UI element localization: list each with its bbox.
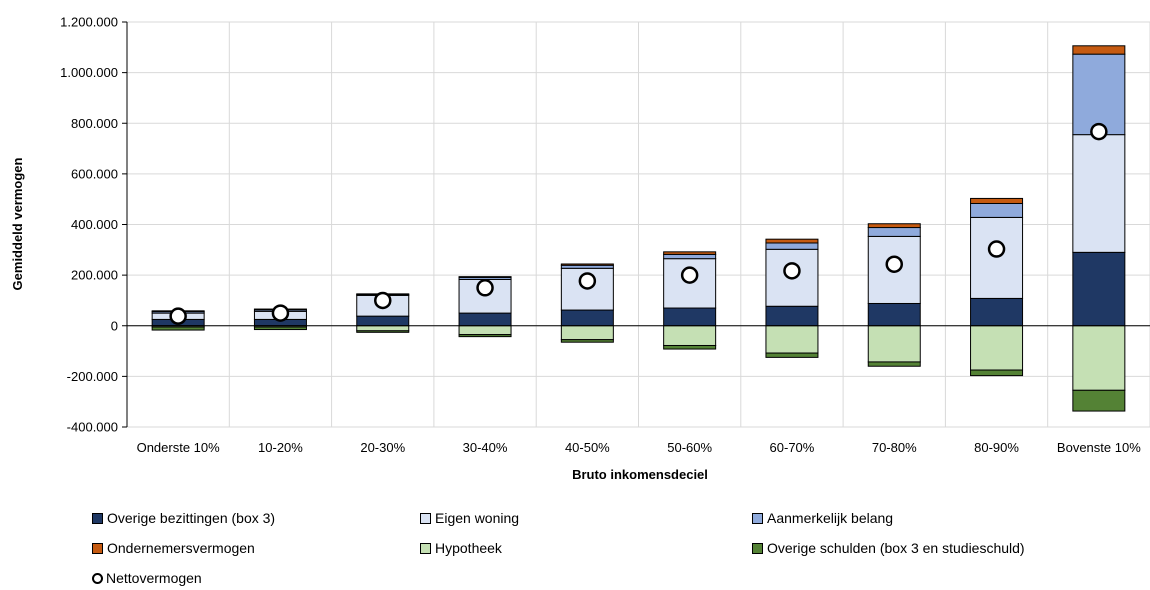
gridlines [127,21,1150,428]
legend-swatch [92,512,103,524]
x-tick-label: 50-60% [667,440,712,455]
bar-segment [1072,325,1126,391]
bar-segment [970,325,1024,371]
bar-segment [663,325,717,346]
legend-item: Overige schulden (box 3 en studieschuld) [752,540,1025,556]
legend-label: Aanmerkelijk belang [767,510,894,526]
x-tick-label: 60-70% [770,440,815,455]
bar-segment [560,339,614,343]
y-tick-labels: -400.000 -200.000 0 200.000 400.000 600.000 80… [60,15,118,435]
bar-segment [1072,45,1126,55]
legend-marker-swatch [92,572,103,584]
bars [151,45,1126,412]
legend-label: Hypotheek [435,540,502,556]
bar-segment [663,307,717,327]
legend-label: Ondernemersvermogen [107,540,255,556]
bar-segment [867,223,921,229]
x-tick-label: Onderste 10% [137,440,221,455]
y-tick-label: 600.000 [71,166,118,181]
legend-item: Aanmerkelijk belang [752,510,893,526]
legend-item: Hypotheek [420,540,502,556]
legend-label: Overige schulden (box 3 en studieschuld) [767,540,1025,556]
bar-segment [970,202,1024,218]
bar-segment [765,305,819,327]
bar-segment [356,325,410,332]
y-tick-label: 1.000.000 [60,65,118,80]
y-axis-title: Gemiddeld vermogen [10,157,25,290]
legend-item: Ondernemersvermogen [92,540,255,556]
bar-segment [356,315,410,327]
x-axis-title: Bruto inkomensdeciel [572,467,708,482]
legend-item: Eigen woning [420,510,519,526]
bar-segment [1072,389,1126,412]
bar-segment [458,312,512,327]
legend-swatch [420,542,431,554]
bar-segment [1072,53,1126,136]
bar-segment [765,238,819,244]
bar-segment [867,361,921,367]
legend-label: Nettovermogen [106,570,202,586]
axes [122,21,1150,428]
bar-segment [663,253,717,260]
bar-segment [560,309,614,327]
legend-item: Nettovermogen [92,570,202,586]
legend-swatch [420,512,431,524]
legend-label: Eigen woning [435,510,520,526]
bar-segment [970,216,1024,299]
bar-segment [867,302,921,327]
y-tick-label: 400.000 [71,217,118,232]
x-tick-label: 10-20% [258,440,303,455]
x-tick-label: 30-40% [463,440,508,455]
x-tick-label: Bovenste 10% [1057,440,1141,455]
y-tick-label: 200.000 [71,268,118,283]
bar-segment [867,325,921,363]
x-tick-label: 80-90% [974,440,1019,455]
net-worth-point [885,255,903,273]
legend-label: Overige bezittingen (box 3) [107,510,276,526]
bar-segment [663,344,717,350]
net-worth-point [783,262,801,280]
bar-segment [253,326,307,331]
legend-swatch [92,542,103,554]
bar-segment [458,276,512,278]
net-worth-point [987,240,1006,258]
net-worth-point [476,279,494,297]
bar-segment [663,251,717,255]
net-worth-point [169,307,187,325]
bar-segment [1072,134,1126,253]
y-tick-label: 1.200.000 [60,15,118,30]
net-worth-markers [169,122,1108,325]
net-worth-point [271,304,290,322]
bar-segment [765,325,819,354]
bar-segment [765,242,819,250]
net-worth-point [680,266,699,284]
bar-segment [970,197,1024,204]
chart: -400.000 -200.000 0 200.000 400.000 600.000 80… [10,15,1150,482]
bar-segment [970,297,1024,327]
bar-segment [867,227,921,237]
bar-segment [765,352,819,358]
x-tick-labels: Onderste 10% 10-20% 20-30% 30-40% 40-50% 50-6… [137,440,1142,455]
y-tick-label: 0 [111,318,118,333]
x-tick-label: 20-30% [360,440,405,455]
bar-segment [560,263,614,266]
bar-segment [970,369,1024,377]
bar-segment [1072,251,1126,327]
x-tick-label: 70-80% [872,440,917,455]
y-tick-label: -200.000 [67,369,118,384]
legend-swatch [752,542,763,554]
legend-swatch [752,512,763,524]
bar-segment [458,334,512,338]
y-tick-label: -400.000 [67,420,118,435]
bar-segment [560,325,614,341]
x-tick-label: 40-50% [565,440,610,455]
legend-item: Overige bezittingen (box 3) [92,510,275,526]
y-tick-label: 800.000 [71,116,118,131]
bar-segment [458,325,512,336]
net-worth-point [374,291,392,310]
bar-segment [356,330,410,333]
net-worth-point [578,272,597,290]
bar-segment [151,326,205,331]
net-worth-point [1090,122,1108,141]
